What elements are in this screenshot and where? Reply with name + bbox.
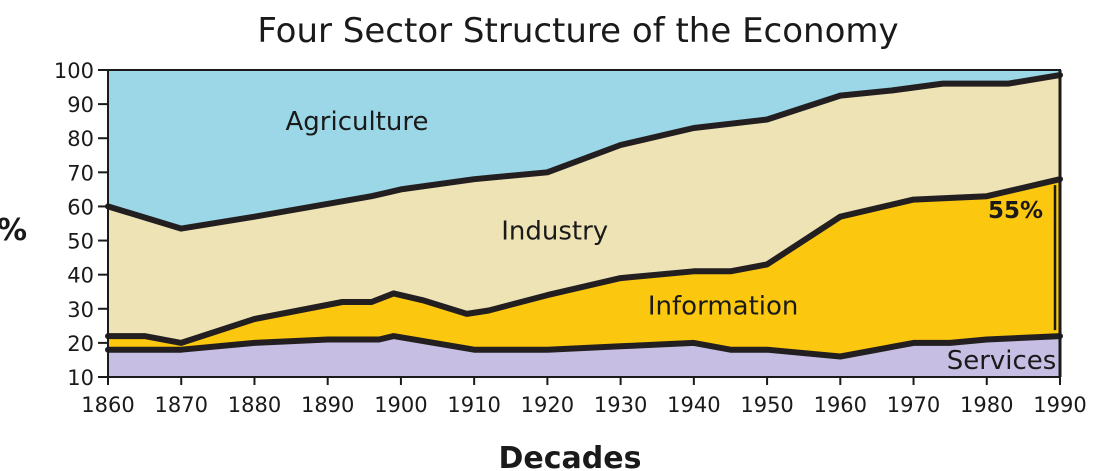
area-label-services: Services [947, 346, 1057, 376]
y-tick-label: 60 [67, 195, 94, 219]
x-tick-label: 1940 [667, 393, 720, 417]
x-tick-label: 1970 [887, 393, 940, 417]
x-axis-ticks: 1860 1870 1880 1890 1900 1910 1920 1930 1940 1950… [81, 377, 1087, 417]
x-axis-title: Decades [499, 441, 642, 471]
y-tick-label: 90 [67, 93, 94, 117]
y-axis-title: % [0, 213, 27, 248]
y-tick-label: 10 [67, 366, 94, 390]
y-tick-label: 80 [67, 127, 94, 151]
chart-title: Four Sector Structure of the Economy [257, 11, 898, 51]
area-agriculture [108, 70, 1060, 229]
x-tick-label: 1950 [740, 393, 793, 417]
x-tick-label: 1860 [81, 393, 134, 417]
x-tick-label: 1910 [447, 393, 500, 417]
y-tick-label: 70 [67, 161, 94, 185]
x-tick-label: 1960 [814, 393, 867, 417]
x-tick-label: 1870 [155, 393, 208, 417]
area-layers [108, 70, 1060, 377]
boundary-line-industry [105, 72, 1063, 232]
y-tick-label: 20 [67, 332, 94, 356]
boundary-line-services [105, 333, 1063, 360]
x-tick-label: 1920 [521, 393, 574, 417]
x-tick-label: 1890 [301, 393, 354, 417]
x-tick-label: 1900 [374, 393, 427, 417]
y-axis-ticks: 10 20 30 40 50 60 70 80 90 100 [54, 59, 108, 390]
y-tick-label: 40 [67, 264, 94, 288]
y-tick-label: 50 [67, 230, 94, 254]
area-label-information: Information [648, 291, 799, 321]
x-tick-label: 1990 [1033, 393, 1086, 417]
area-industry [108, 75, 1060, 343]
x-tick-label: 1930 [594, 393, 647, 417]
share-annotation: 55% [988, 198, 1043, 224]
y-tick-label: 30 [67, 298, 94, 322]
area-labels: Services Information Industry Agriculture [285, 107, 1056, 376]
y-tick-label: 100 [54, 59, 94, 83]
x-tick-label: 1980 [960, 393, 1013, 417]
area-label-industry: Industry [501, 216, 608, 246]
boundary-lines [105, 72, 1063, 360]
area-label-agriculture: Agriculture [285, 107, 428, 137]
boundary-line-information [105, 176, 1063, 346]
area-information [108, 179, 1060, 357]
x-tick-label: 1880 [228, 393, 281, 417]
area-services [108, 336, 1060, 377]
